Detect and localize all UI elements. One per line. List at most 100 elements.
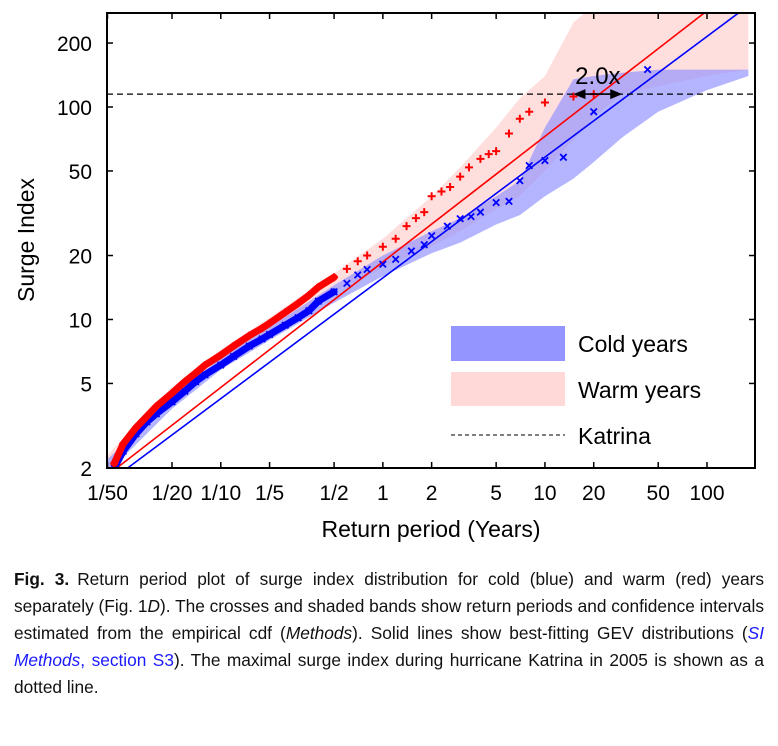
warm-data-point — [229, 342, 238, 351]
cold-data-point — [305, 306, 313, 315]
cold-data-point — [191, 377, 200, 386]
cold-data-point — [420, 240, 429, 249]
caption-text-4: ). The maximal surge index during hurric… — [14, 650, 764, 697]
cold-data-point — [201, 370, 209, 379]
cold-data-point — [258, 335, 266, 343]
x-tick-label: 50 — [647, 482, 670, 505]
warm-data-point — [294, 299, 303, 308]
warm-data-point — [353, 257, 362, 266]
warm-data-point — [484, 150, 493, 159]
y-tick-label: 2 — [80, 458, 92, 481]
legend-label-katrina: Katrina — [578, 423, 651, 449]
cold-data-point — [505, 197, 513, 206]
cold-data-point — [456, 214, 465, 223]
warm-data-point — [437, 187, 446, 196]
warm-gev-fit-line — [115, 13, 706, 468]
y-axis-title: Surge Index — [13, 177, 39, 302]
ratio-annotation: 2.0x — [573, 63, 623, 100]
warm-data-point — [402, 222, 411, 231]
cold-data-point — [180, 387, 189, 395]
warm-data-point — [647, 5, 655, 13]
x-tick-label: 1/5 — [255, 482, 284, 505]
warm-data-point — [476, 154, 485, 163]
section-s3-link[interactable]: , section S3 — [80, 650, 174, 670]
cold-data-point — [281, 321, 290, 330]
cold-data-point — [476, 208, 485, 216]
figure-label: Fig. 3. — [14, 569, 70, 589]
caption-text-3: ). Solid lines show best-fitting GEV dis… — [352, 623, 748, 643]
warm-data-point — [142, 412, 151, 421]
cold-data-point — [541, 156, 549, 165]
cold-data-point — [168, 397, 176, 406]
y-tick-label: 50 — [69, 161, 92, 184]
x-tick-label: 2 — [426, 482, 438, 505]
warm-data-point — [119, 439, 128, 448]
x-tick-label: 10 — [533, 482, 556, 505]
cold-data-point — [314, 297, 323, 305]
warm-data-point — [281, 308, 290, 317]
cold-data-point — [363, 265, 371, 274]
warm-data-point — [515, 114, 524, 123]
warm-data-point — [180, 377, 189, 386]
x-tick-label: 1/50 — [87, 482, 128, 505]
warm-dense-points-trace — [110, 273, 338, 467]
y-tick-label: 100 — [57, 97, 92, 120]
x-tick-label: 5 — [490, 482, 502, 505]
cold-data-point — [559, 153, 568, 162]
cold-data-point — [643, 65, 652, 74]
cold-data-point — [492, 198, 500, 207]
x-tick-label: 1/2 — [319, 482, 348, 505]
ratio-label: 2.0x — [575, 63, 620, 90]
y-tick-label: 20 — [69, 246, 92, 269]
legend-label-cold: Cold years — [578, 331, 688, 357]
warm-data-point — [492, 147, 501, 156]
warm-data-point — [411, 214, 420, 223]
warm-data-point — [314, 283, 323, 292]
legend-label-warm: Warm years — [578, 377, 701, 403]
warm-data-point — [342, 264, 351, 273]
warm-data-point — [456, 172, 465, 181]
warm-data-point — [152, 402, 161, 411]
warm-data-point — [132, 423, 141, 432]
warm-data-point — [304, 291, 313, 300]
figure-caption: Fig. 3. Return period plot of surge index… — [14, 566, 764, 701]
warm-data-point — [363, 251, 372, 260]
cold-data-point — [343, 279, 351, 288]
cold-data-point — [216, 361, 225, 369]
warm-data-point — [504, 129, 513, 138]
warm-data-point — [420, 208, 429, 217]
x-tick-label: 100 — [689, 482, 724, 505]
cold-data-point — [427, 231, 436, 240]
cold-data-point — [467, 212, 475, 221]
cold-data-point — [525, 161, 534, 170]
cold-data-point — [515, 176, 524, 185]
x-tick-label: 1 — [377, 482, 389, 505]
warm-data-point — [245, 331, 254, 340]
warm-data-point — [464, 163, 473, 172]
arrow-head-right — [610, 89, 623, 100]
cold-data-point — [443, 222, 452, 230]
legend-swatch-warm — [451, 372, 565, 406]
warm-data-point — [168, 389, 176, 398]
caption-text-2: ). The crosses and shaded bands show ret… — [14, 596, 764, 643]
cold-data-point — [265, 330, 274, 339]
warm-data-point — [216, 351, 225, 360]
legend-swatch-cold — [451, 326, 565, 361]
y-tick-label: 10 — [69, 309, 92, 332]
cold-data-point — [245, 342, 254, 350]
y-tick-label: 200 — [57, 33, 92, 56]
cold-dense-points-trace — [110, 288, 338, 468]
cold-data-point — [407, 247, 416, 255]
caption-italic-1: D — [147, 596, 161, 616]
warm-data-point — [569, 92, 578, 101]
x-tick-label: 1/20 — [152, 482, 193, 505]
warm-data-point — [258, 324, 267, 333]
return-period-chart: 2.0x 1/50 1/20 1/10 1/5 1/2 1 2 5 10 20 50 100 2 5 10… — [13, 5, 756, 542]
cold-data-point — [589, 107, 598, 116]
cold-data-point — [391, 255, 400, 264]
cold-data-point — [294, 313, 302, 322]
cold-data-point — [353, 271, 362, 279]
caption-italic-2: Methods — [285, 623, 353, 643]
si-methods-link[interactable]: SI Methods — [14, 623, 764, 670]
cold-data-point — [330, 287, 338, 296]
